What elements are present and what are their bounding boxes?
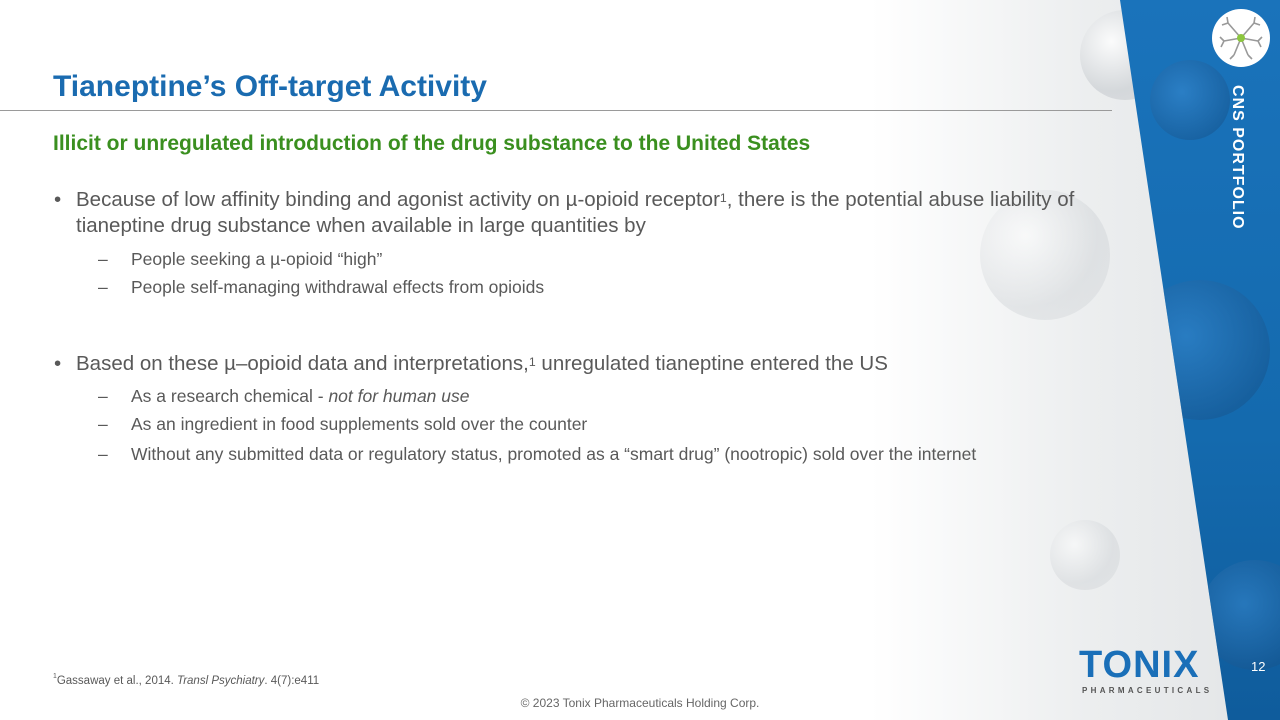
sub-bullet: Without any submitted data or regulatory…	[98, 443, 1101, 466]
page-number: 12	[1251, 659, 1266, 674]
sub-bullet: People self-managing withdrawal effects …	[98, 276, 1101, 299]
neuron-icon	[1212, 9, 1270, 67]
sub-bullet: People seeking a µ-opioid “high”	[98, 248, 1101, 271]
molecule-decoration	[1050, 520, 1120, 590]
company-logo: TONIX	[1079, 644, 1200, 686]
bullet-1: Because of low affinity binding and agon…	[54, 187, 1086, 239]
sub-bullet: As a research chemical - not for human u…	[98, 385, 1101, 408]
page-title: Tianeptine’s Off-target Activity	[53, 70, 487, 103]
sub-bullet: As an ingredient in food supplements sol…	[98, 413, 1101, 436]
company-logo-subtext: PHARMACEUTICALS	[1082, 686, 1213, 695]
title-divider	[0, 110, 1112, 111]
footnote: 1Gassaway et al., 2014. Transl Psychiatr…	[53, 673, 320, 687]
section-label: CNS PORTFOLIO	[1229, 85, 1246, 230]
copyright: © 2023 Tonix Pharmaceuticals Holding Cor…	[520, 696, 760, 710]
bullet-2: Based on these µ–opioid data and interpr…	[54, 351, 1086, 377]
slide-subtitle: Illicit or unregulated introduction of t…	[53, 132, 811, 155]
